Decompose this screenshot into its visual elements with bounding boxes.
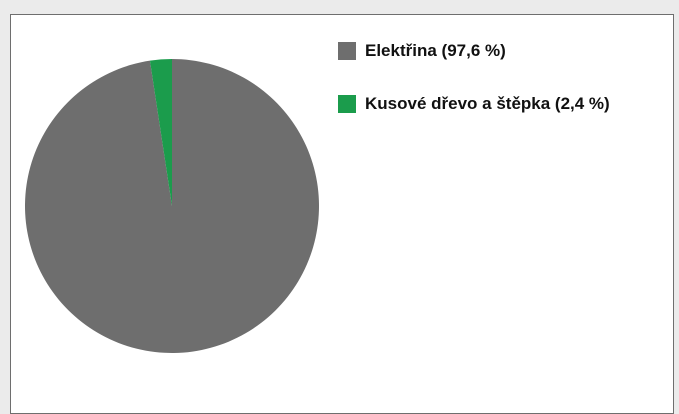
legend-label-elektrina: Elektřina (97,6 %) <box>365 41 506 60</box>
pie-slice-0 <box>24 59 319 353</box>
legend-label-drevo: Kusové dřevo a štěpka (2,4 %) <box>365 94 610 113</box>
legend-swatch-elektrina <box>338 42 356 60</box>
pie-slices <box>24 59 319 353</box>
chart-legend: Elektřina (97,6 %) Kusové dřevo a štěpka… <box>338 39 610 145</box>
legend-item-elektrina: Elektřina (97,6 %) <box>338 39 610 63</box>
pie-slice-1 <box>149 59 172 206</box>
pie-chart <box>24 59 319 353</box>
legend-swatch-drevo <box>338 95 356 113</box>
legend-item-drevo: Kusové dřevo a štěpka (2,4 %) <box>338 92 610 116</box>
